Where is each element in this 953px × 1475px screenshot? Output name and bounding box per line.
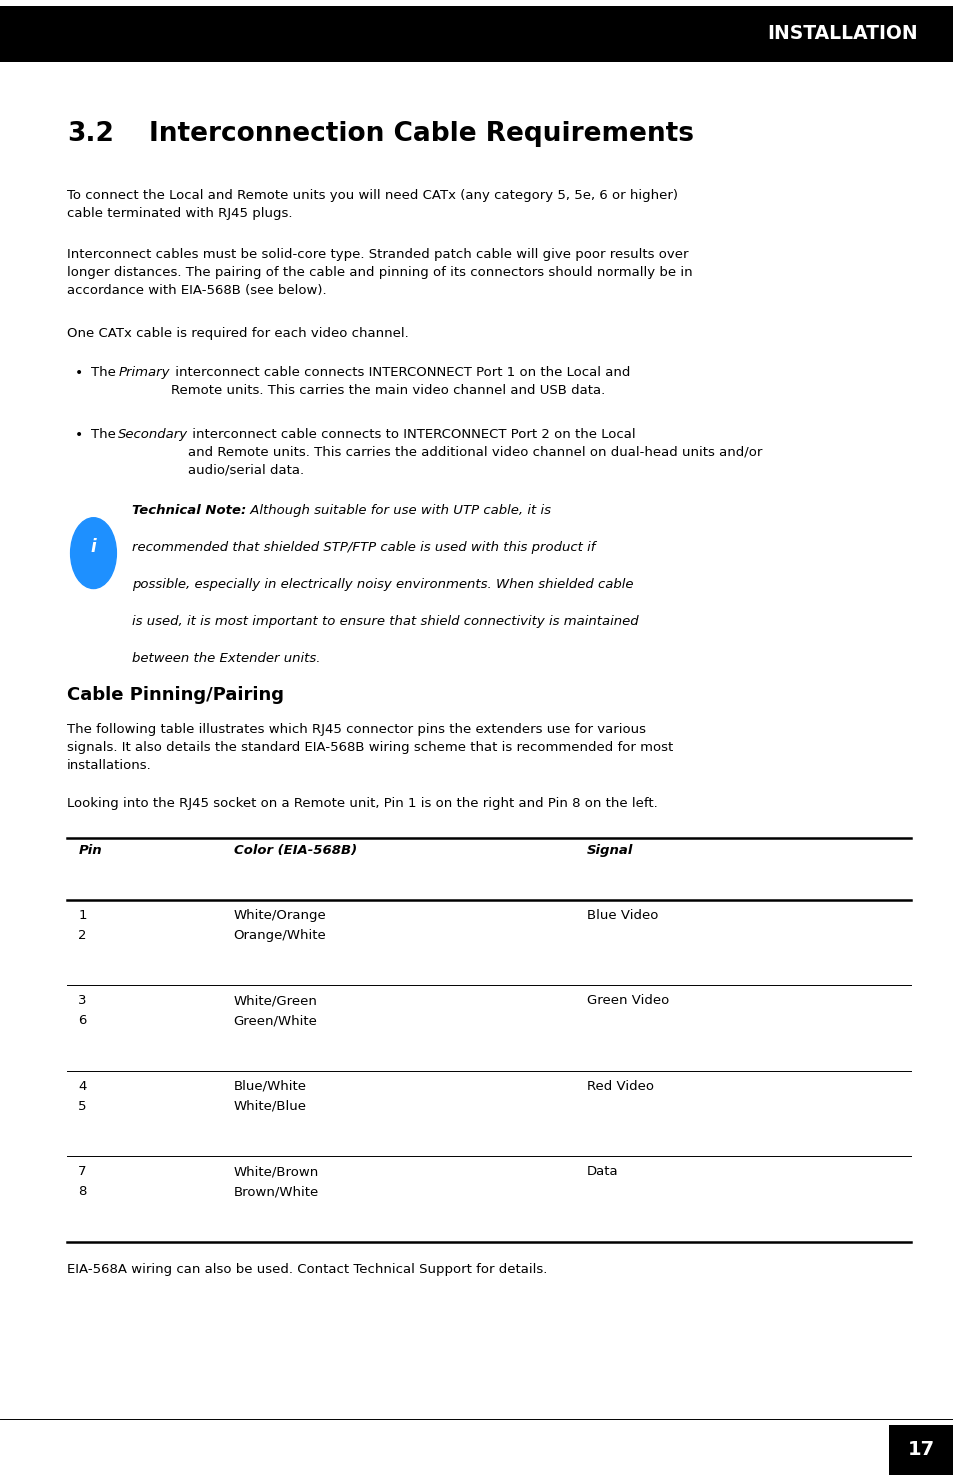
Circle shape (71, 518, 116, 589)
Text: recommended that shielded STP/FTP cable is used with this product if: recommended that shielded STP/FTP cable … (132, 541, 595, 555)
Text: Signal: Signal (586, 844, 633, 857)
Text: The following table illustrates which RJ45 connector pins the extenders use for : The following table illustrates which RJ… (67, 723, 672, 771)
Text: between the Extender units.: between the Extender units. (132, 652, 320, 665)
Text: Technical Note:: Technical Note: (132, 504, 246, 518)
Text: possible, especially in electrically noisy environments. When shielded cable: possible, especially in electrically noi… (132, 578, 633, 591)
Text: Pin: Pin (78, 844, 102, 857)
Text: 17: 17 (907, 1441, 934, 1459)
Text: Interconnection Cable Requirements: Interconnection Cable Requirements (149, 121, 693, 148)
Text: White/Orange
Orange/White: White/Orange Orange/White (233, 909, 326, 941)
Text: Blue Video: Blue Video (586, 909, 658, 922)
Text: Secondary: Secondary (118, 428, 189, 441)
Text: Red Video: Red Video (586, 1080, 653, 1093)
Text: Color (EIA-568B): Color (EIA-568B) (233, 844, 356, 857)
Text: Data: Data (586, 1165, 618, 1179)
Text: White/Green
Green/White: White/Green Green/White (233, 994, 317, 1027)
Text: To connect the Local and Remote units you will need CATx (any category 5, 5e, 6 : To connect the Local and Remote units yo… (67, 189, 677, 220)
Text: •: • (75, 428, 84, 441)
Text: i: i (91, 538, 96, 556)
FancyBboxPatch shape (0, 6, 953, 62)
Text: EIA-568A wiring can also be used. Contact Technical Support for details.: EIA-568A wiring can also be used. Contac… (67, 1263, 547, 1276)
Text: INSTALLATION: INSTALLATION (766, 25, 917, 43)
Text: interconnect cable connects to INTERCONNECT Port 2 on the Local
and Remote units: interconnect cable connects to INTERCONN… (188, 428, 761, 476)
Text: interconnect cable connects INTERCONNECT Port 1 on the Local and
Remote units. T: interconnect cable connects INTERCONNECT… (171, 366, 630, 397)
Text: 3.2: 3.2 (67, 121, 113, 148)
Text: One CATx cable is required for each video channel.: One CATx cable is required for each vide… (67, 327, 408, 341)
Text: Green Video: Green Video (586, 994, 668, 1007)
Text: The: The (91, 428, 120, 441)
Text: The: The (91, 366, 120, 379)
Text: Blue/White
White/Blue: Blue/White White/Blue (233, 1080, 307, 1112)
Text: Although suitable for use with UTP cable, it is: Although suitable for use with UTP cable… (246, 504, 551, 518)
Text: White/Brown
Brown/White: White/Brown Brown/White (233, 1165, 318, 1198)
FancyBboxPatch shape (888, 1425, 953, 1475)
Text: •: • (75, 366, 84, 379)
Text: 3
6: 3 6 (78, 994, 87, 1027)
Text: Cable Pinning/Pairing: Cable Pinning/Pairing (67, 686, 283, 704)
Text: is used, it is most important to ensure that shield connectivity is maintained: is used, it is most important to ensure … (132, 615, 638, 628)
Text: 7
8: 7 8 (78, 1165, 87, 1198)
Text: 4
5: 4 5 (78, 1080, 87, 1112)
Text: 1
2: 1 2 (78, 909, 87, 941)
Text: Primary: Primary (118, 366, 170, 379)
Text: Interconnect cables must be solid-core type. Stranded patch cable will give poor: Interconnect cables must be solid-core t… (67, 248, 692, 296)
Text: Looking into the RJ45 socket on a Remote unit, Pin 1 is on the right and Pin 8 o: Looking into the RJ45 socket on a Remote… (67, 796, 657, 810)
